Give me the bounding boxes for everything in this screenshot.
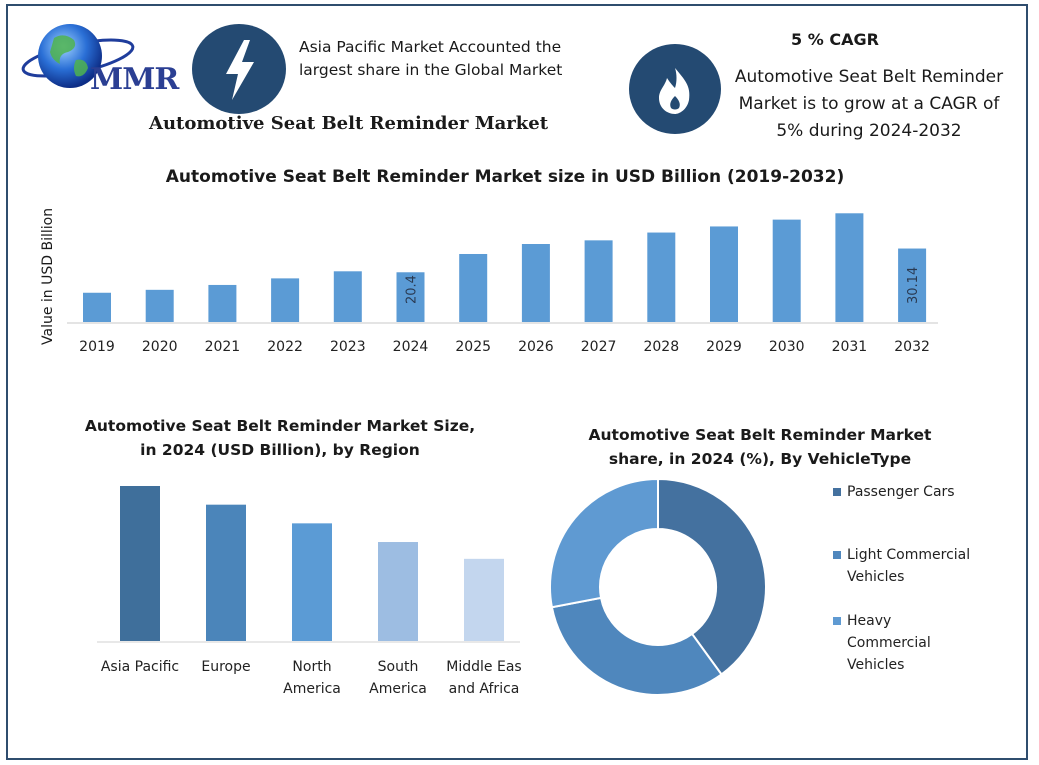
bar-2031 [835,213,864,322]
lightning-bolt-icon [192,24,286,114]
region-tick-label: Asia Pacific [101,659,179,675]
x-tick-label: 2019 [79,339,115,355]
legend-label: Vehicles [847,569,905,585]
region-bar [464,558,504,641]
region-tick-label: and Africa [449,681,520,697]
region-tick-label: America [369,681,427,697]
legend-label: Light Commercial [847,547,971,563]
region-tick-label: America [283,681,341,697]
bar-2025 [459,253,488,322]
infographic-frame [6,4,1028,760]
legend-swatch [833,551,841,559]
vehicle-title-line2: share, in 2024 (%), By VehicleType [608,450,912,468]
bar-2028 [647,232,676,322]
region-bar [378,542,418,641]
globe-icon [21,24,135,88]
x-tick-label: 2027 [581,339,617,355]
region-tick-label: Middle Eas [446,659,521,675]
bar-2021 [208,284,237,322]
logo-text: MMR [90,62,179,97]
info-apac-line1: Asia Pacific Market Accounted the [299,38,562,56]
bar-2022 [271,278,300,322]
x-tick-label: 2022 [267,339,303,355]
bar-2020 [145,289,174,322]
x-tick-label: 2028 [643,339,679,355]
market-size-chart-title: Automotive Seat Belt Reminder Market siz… [165,167,845,187]
bar-2027 [584,240,613,322]
x-tick-label: 2030 [769,339,805,355]
x-tick-label: 2023 [330,339,366,355]
bar-2026 [521,244,550,322]
vehicle-type-chart-title: Automotive Seat Belt Reminder Market sha… [555,423,965,471]
donut-slice [549,477,659,609]
data-label: 30.14 [906,267,921,304]
bar-2024 [396,272,425,322]
data-label: 20.4 [405,275,420,304]
info-asia-pacific: Asia Pacific Market Accounted the larges… [299,36,629,82]
flame-icon [629,44,721,134]
region-bar [206,504,246,641]
x-tick-label: 2031 [832,339,868,355]
legend-item-light-commercial: Light Commercial Vehicles [833,544,970,588]
cagr-line1: Automotive Seat Belt Reminder [734,67,1004,87]
legend-item-passenger-cars: Passenger Cars [833,481,955,503]
region-tick-label: Europe [201,659,250,675]
region-bar [120,486,160,641]
donut-slice [550,596,723,696]
legend-label: Commercial [847,635,931,651]
legend-label: Vehicles [847,657,905,673]
region-title-line2: in 2024 (USD Billion), by Region [140,441,420,459]
x-tick-label: 2026 [518,339,554,355]
legend-label: Heavy [847,613,892,629]
cagr-title: 5 % CAGR [791,30,879,49]
bar-2032 [898,248,927,322]
info-apac-line2: largest share in the Global Market [299,61,563,79]
bar-2029 [710,226,738,322]
region-title-line1: Automotive Seat Belt Reminder Market Siz… [84,417,476,435]
bar-2030 [772,219,801,322]
legend-swatch [833,488,841,496]
legend-item-heavy-commercial: Heavy Commercial Vehicles [833,610,931,676]
legend-label: Passenger Cars [847,484,955,500]
x-tick-label: 2032 [894,339,930,355]
legend-swatch [833,617,841,625]
region-tick-label: North [292,659,331,675]
page-title: Automotive Seat Belt Reminder Market [149,113,549,134]
region-bar [292,523,332,641]
bar-2023 [333,271,362,322]
x-tick-label: 2020 [142,339,178,355]
bar-2019 [83,292,111,322]
region-tick-label: South [378,659,419,675]
region-chart-title: Automotive Seat Belt Reminder Market Siz… [60,414,500,462]
x-tick-label: 2029 [706,339,742,355]
cagr-description: Automotive Seat Belt Reminder Market is … [720,64,1018,145]
x-tick-label: 2024 [393,339,429,355]
vehicle-title-line1: Automotive Seat Belt Reminder Market [588,426,932,444]
x-tick-label: 2025 [455,339,491,355]
x-tick-label: 2021 [205,339,241,355]
cagr-line3: 5% during 2024-2032 [776,121,962,141]
cagr-line2: Market is to grow at a CAGR of [738,94,1000,114]
donut-slice [657,477,767,676]
